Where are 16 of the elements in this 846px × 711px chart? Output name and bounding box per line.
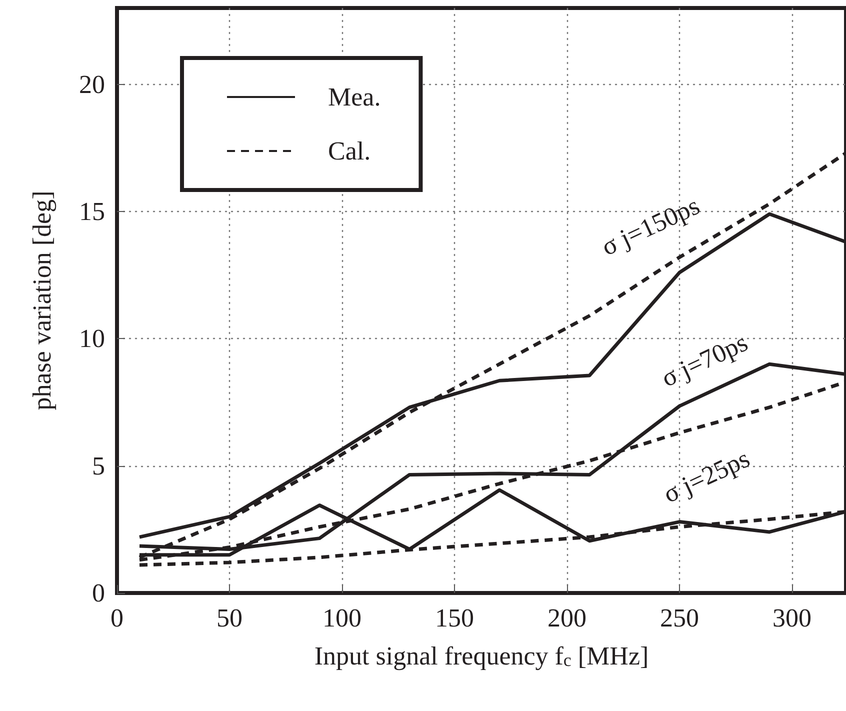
y-axis-title: phase variation [deg] [28,190,56,410]
y-tick-label: 0 [92,578,105,608]
x-tick-label: 100 [322,604,362,632]
y-tick-label: 20 [79,70,105,99]
x-tick-label: 300 [772,604,812,632]
y-tick-label: 5 [92,451,105,480]
x-axis-title: Input signal frequency fc [MHz] [314,642,649,670]
x-tick-label: 200 [548,604,586,632]
x-tick-label: 150 [435,604,474,632]
legend-label: Cal. [328,136,371,166]
x-tick-label: 0 [110,604,124,632]
x-tick-label: 50 [216,604,242,632]
y-tick-label: 15 [79,196,105,226]
legend-label: Mea. [328,82,381,112]
y-tick-label: 10 [79,324,105,354]
x-tick-label: 250 [660,604,699,632]
